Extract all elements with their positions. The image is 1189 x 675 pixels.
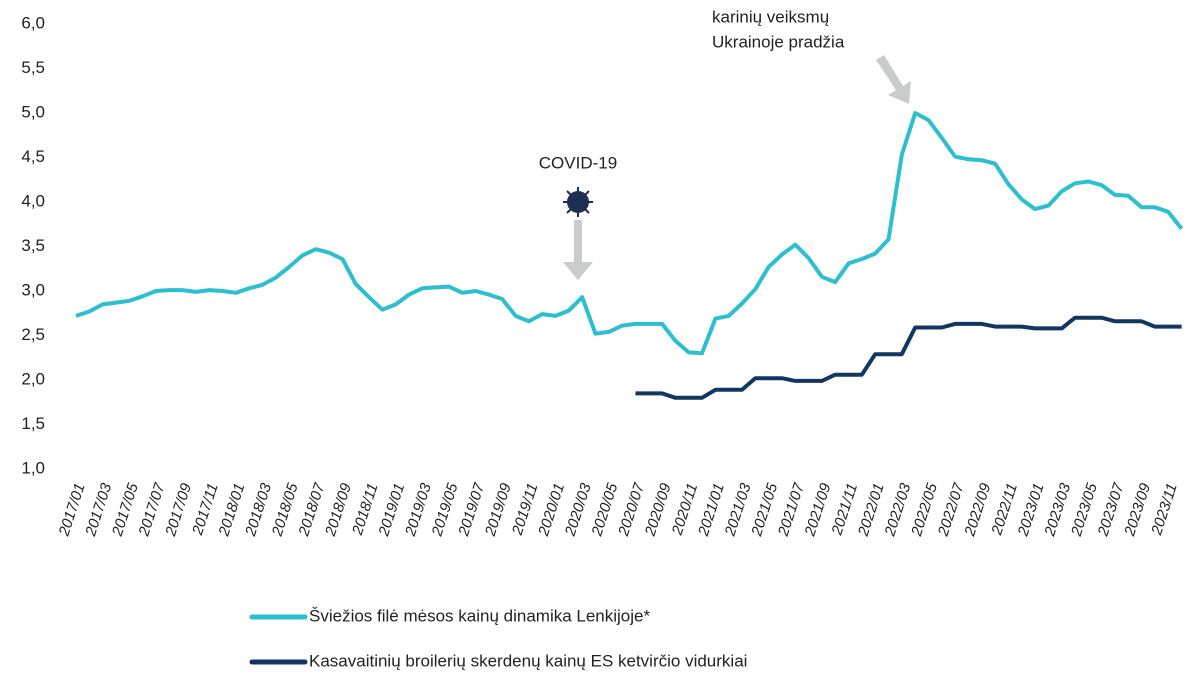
covid-icon: [563, 187, 593, 217]
covid-arrow: [563, 220, 593, 280]
y-tick-label: 1,5: [21, 414, 45, 433]
war-arrow: [876, 55, 911, 104]
y-tick-label: 5,5: [21, 58, 45, 77]
annotation: Ukrainoje pradžia: [712, 32, 845, 51]
y-tick-label: 1,0: [21, 458, 45, 477]
y-tick-label: 3,5: [21, 236, 45, 255]
annotation: karinių veiksmų: [712, 7, 829, 26]
series-line: [75, 111, 1184, 356]
y-tick-label: 5,0: [21, 102, 45, 121]
y-tick-label: 4,0: [21, 191, 45, 210]
series-line: [635, 315, 1182, 400]
y-tick-label: 4,5: [21, 147, 45, 166]
legend-label: Kasavaitinių broilerių skerdenų kainų ES…: [309, 651, 747, 670]
y-tick-label: 2,0: [21, 369, 45, 388]
annotation: COVID-19: [539, 153, 617, 172]
y-tick-label: 6,0: [21, 13, 45, 32]
y-tick-label: 3,0: [21, 280, 45, 299]
legend-label: Šviežios filė mėsos kainų dinamika Lenki…: [309, 606, 650, 625]
y-tick-label: 2,5: [21, 325, 45, 344]
